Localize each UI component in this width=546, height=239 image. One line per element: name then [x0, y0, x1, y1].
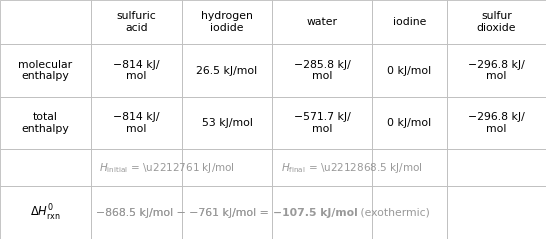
Text: $\Delta H^{0}_{\mathrm{rxn}}$: $\Delta H^{0}_{\mathrm{rxn}}$	[30, 203, 61, 223]
Text: −571.7 kJ/
mol: −571.7 kJ/ mol	[294, 112, 351, 134]
Bar	[372, 0, 447, 44]
Text: molecular
enthalpy: molecular enthalpy	[19, 60, 73, 81]
Text: (exothermic): (exothermic)	[357, 208, 430, 218]
Bar	[272, 186, 372, 239]
Text: hydrogen
iodide: hydrogen iodide	[201, 11, 253, 33]
Text: −868.5 kJ/mol − −761 kJ/mol =: −868.5 kJ/mol − −761 kJ/mol =	[96, 208, 272, 218]
Text: water: water	[306, 17, 337, 27]
Text: sulfur
dioxide: sulfur dioxide	[477, 11, 516, 33]
Bar	[447, 0, 546, 44]
Text: $\mathit{H}_{\mathrm{final}}$ = \u2212868.5 kJ/mol: $\mathit{H}_{\mathrm{final}}$ = \u221286…	[281, 161, 422, 175]
Bar	[272, 0, 372, 44]
Text: 26.5 kJ/mol: 26.5 kJ/mol	[197, 65, 258, 76]
Bar	[182, 44, 272, 97]
Bar	[0, 44, 91, 97]
Text: 0 kJ/mol: 0 kJ/mol	[387, 118, 431, 128]
Bar	[447, 186, 546, 239]
Text: −814 kJ/
mol: −814 kJ/ mol	[113, 112, 159, 134]
Bar	[447, 149, 546, 186]
Bar	[91, 149, 182, 186]
Bar	[372, 97, 447, 149]
Bar	[0, 149, 91, 186]
Bar	[91, 44, 182, 97]
Text: −285.8 kJ/
mol: −285.8 kJ/ mol	[294, 60, 351, 81]
Bar	[272, 97, 372, 149]
Text: 0 kJ/mol: 0 kJ/mol	[387, 65, 431, 76]
Bar	[91, 97, 182, 149]
Bar	[372, 44, 447, 97]
Text: $\mathit{H}_{\mathrm{initial}}$ = \u2212761 kJ/mol: $\mathit{H}_{\mathrm{initial}}$ = \u2212…	[99, 161, 235, 175]
Bar	[447, 44, 546, 97]
Bar	[272, 44, 372, 97]
Bar	[272, 149, 372, 186]
Bar	[182, 186, 272, 239]
Text: −296.8 kJ/
mol: −296.8 kJ/ mol	[468, 112, 525, 134]
Bar	[0, 97, 91, 149]
Bar	[372, 149, 447, 186]
Text: sulfuric
acid: sulfuric acid	[116, 11, 156, 33]
Text: total
enthalpy: total enthalpy	[21, 112, 69, 134]
Bar	[447, 97, 546, 149]
Text: −107.5 kJ/mol: −107.5 kJ/mol	[272, 208, 357, 218]
Bar	[91, 186, 182, 239]
Bar	[372, 186, 447, 239]
Bar	[182, 0, 272, 44]
Text: −868.5 kJ/mol − −761 kJ/mol =: −868.5 kJ/mol − −761 kJ/mol =	[96, 208, 272, 218]
Text: −814 kJ/
mol: −814 kJ/ mol	[113, 60, 159, 81]
Text: −296.8 kJ/
mol: −296.8 kJ/ mol	[468, 60, 525, 81]
Bar	[182, 149, 272, 186]
Bar	[0, 0, 91, 44]
Bar	[0, 186, 91, 239]
Bar	[182, 97, 272, 149]
Text: 53 kJ/mol: 53 kJ/mol	[201, 118, 252, 128]
Bar	[91, 0, 182, 44]
Text: iodine: iodine	[393, 17, 426, 27]
